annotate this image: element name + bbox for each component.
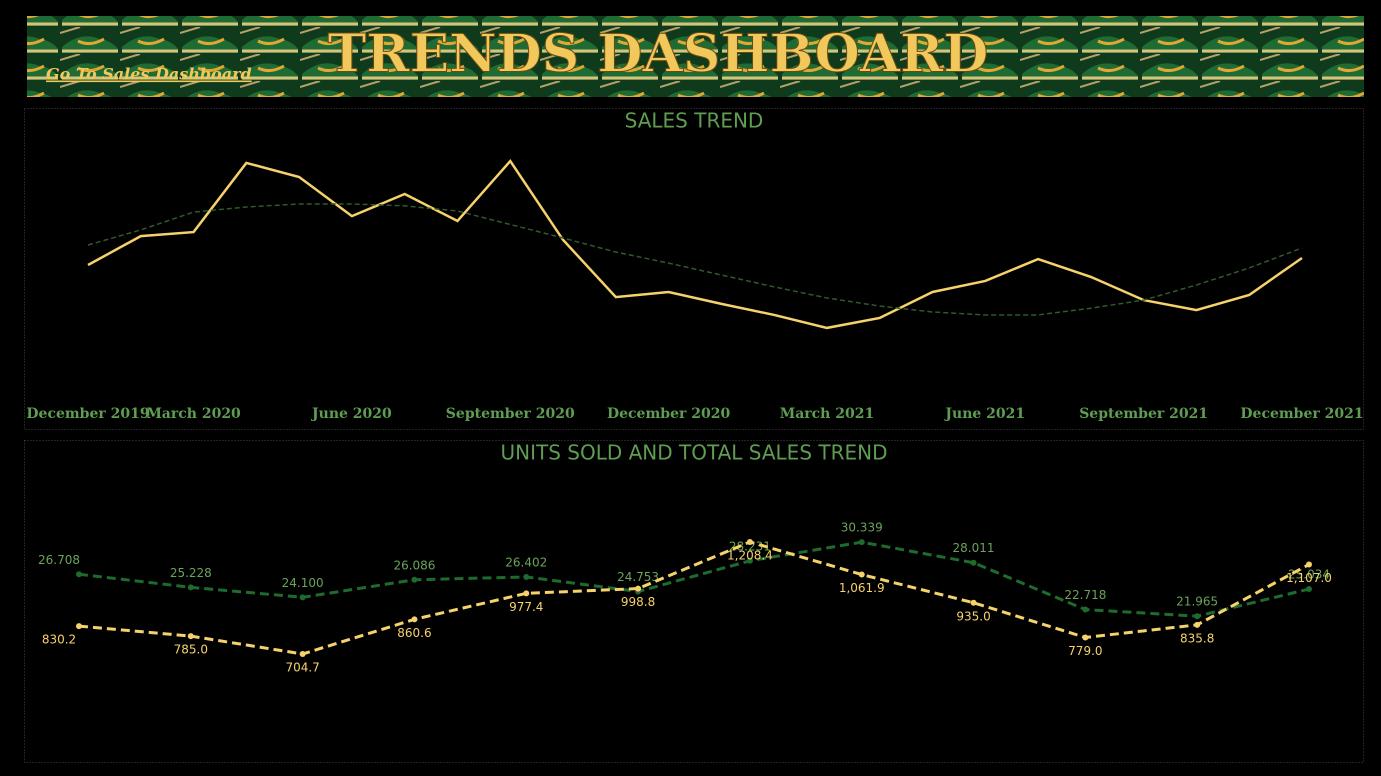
value-label: 779.0 bbox=[1068, 644, 1102, 658]
panel-title: UNITS SOLD AND TOTAL SALES TREND bbox=[500, 441, 887, 465]
point bbox=[970, 599, 977, 606]
point bbox=[1194, 621, 1201, 628]
point bbox=[746, 538, 753, 545]
value-label: 1,107.0 bbox=[1286, 571, 1332, 585]
value-label: 704.7 bbox=[285, 660, 319, 674]
point bbox=[411, 576, 418, 583]
panel bbox=[24, 108, 1364, 430]
value-label: 998.8 bbox=[621, 595, 655, 609]
point bbox=[299, 594, 306, 601]
point bbox=[635, 585, 642, 592]
value-label: 25.228 bbox=[170, 566, 212, 580]
value-label: 977.4 bbox=[509, 600, 543, 614]
x-tick-label: December 2021 bbox=[1240, 406, 1363, 422]
x-tick-label: June 2021 bbox=[943, 406, 1025, 422]
point bbox=[523, 590, 530, 597]
point bbox=[187, 633, 194, 640]
value-label: 785.0 bbox=[174, 643, 208, 657]
panel-title: SALES TREND bbox=[625, 109, 764, 133]
point bbox=[299, 650, 306, 657]
value-label: 26.086 bbox=[393, 558, 435, 572]
value-label: 21.965 bbox=[1176, 595, 1218, 609]
x-tick-label: March 2020 bbox=[146, 406, 241, 422]
value-label: 1,061.9 bbox=[839, 581, 885, 595]
series-line bbox=[78, 540, 1310, 618]
x-tick-label: December 2019 bbox=[26, 406, 149, 422]
value-label: 28.231 bbox=[729, 539, 771, 553]
value-label: 26.402 bbox=[505, 555, 547, 569]
x-tick-label: December 2020 bbox=[607, 406, 730, 422]
x-tick-label: March 2021 bbox=[780, 406, 875, 422]
point bbox=[1194, 613, 1201, 620]
x-tick-label: June 2020 bbox=[310, 406, 392, 422]
point bbox=[1082, 634, 1089, 641]
trend-line bbox=[87, 203, 1303, 316]
point bbox=[76, 623, 82, 630]
point bbox=[411, 616, 418, 623]
value-label: 935.0 bbox=[956, 609, 990, 623]
x-tick-label: September 2020 bbox=[446, 406, 575, 422]
value-label: 860.6 bbox=[397, 626, 431, 640]
value-label: 22.718 bbox=[1064, 588, 1106, 602]
x-tick-label: September 2021 bbox=[1079, 406, 1208, 422]
point bbox=[76, 571, 82, 578]
point bbox=[858, 539, 865, 546]
value-label: 30.339 bbox=[841, 521, 883, 535]
value-label: 24.753 bbox=[617, 570, 659, 584]
point bbox=[1306, 561, 1312, 568]
sales-line bbox=[87, 159, 1303, 330]
point bbox=[1082, 606, 1089, 613]
banner bbox=[27, 16, 1364, 97]
panel bbox=[24, 440, 1364, 763]
point bbox=[858, 571, 865, 578]
value-label: 26.708 bbox=[38, 553, 80, 567]
value-label: 1,208.4 bbox=[727, 548, 773, 562]
value-label: 28.011 bbox=[953, 541, 995, 555]
value-label: 830.2 bbox=[42, 633, 76, 647]
point bbox=[523, 573, 530, 580]
point bbox=[187, 584, 194, 591]
nav-link[interactable]: Go To Sales Dashboard bbox=[46, 65, 252, 84]
point bbox=[746, 557, 753, 564]
value-label: 24.100 bbox=[282, 576, 324, 590]
point bbox=[970, 559, 977, 566]
value-label: 835.8 bbox=[1180, 631, 1214, 645]
dashboard-title: TRENDS DASHBOARD bbox=[328, 24, 989, 85]
series-line bbox=[78, 540, 1310, 656]
point bbox=[1306, 586, 1312, 593]
